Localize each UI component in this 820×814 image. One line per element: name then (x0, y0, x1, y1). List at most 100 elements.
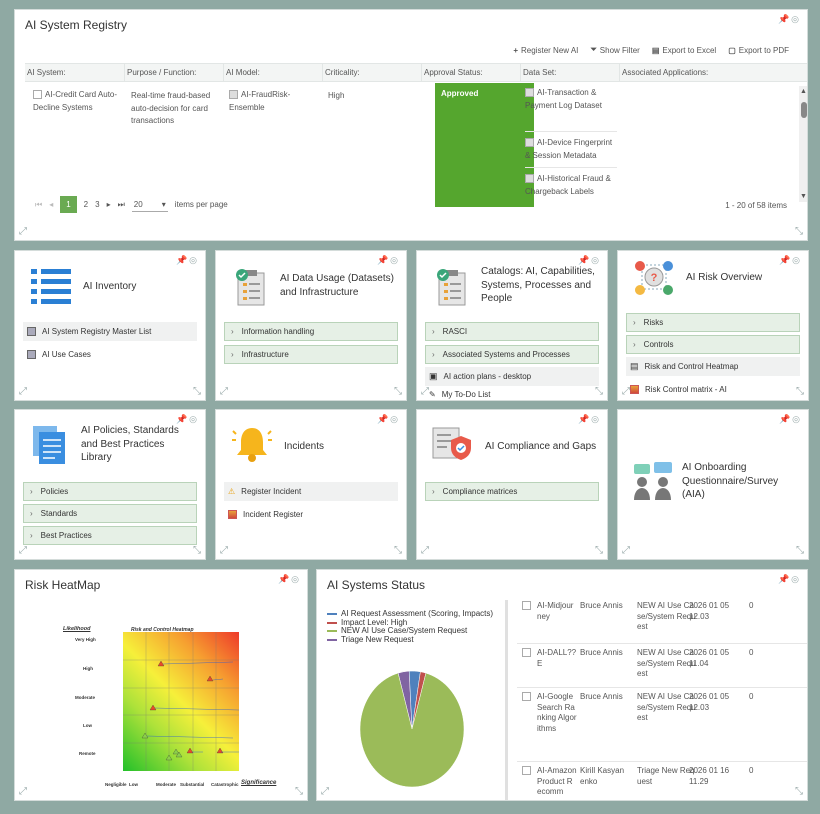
list-item[interactable]: AI-DALL??E Bruce Annis NEW AI Use Case/Sys… (517, 643, 807, 687)
legend-item[interactable]: NEW AI Use Case/System Request (327, 626, 493, 636)
export-pdf-button[interactable]: ▢ Export to PDF (728, 45, 789, 55)
table-row[interactable]: AI-Credit Card Auto-Decline Systems (33, 90, 118, 112)
show-filter-button[interactable]: ⏷ Show Filter (590, 45, 640, 55)
prev-page-icon[interactable]: ◂ (49, 200, 54, 209)
scrollbar[interactable]: ▲ ▼ (799, 86, 807, 202)
scroll-thumb[interactable] (801, 102, 807, 118)
pin-icon[interactable]: 📌◎ (778, 255, 802, 265)
resize-icon[interactable]: ⤢ (19, 786, 27, 797)
accordion-best-practices[interactable]: › Best Practices (23, 526, 197, 545)
row-checkbox[interactable] (522, 766, 531, 775)
pin-icon[interactable]: 📌◎ (376, 414, 400, 424)
row-checkbox[interactable] (33, 90, 42, 99)
resize-icon[interactable]: ⤢ (321, 786, 329, 797)
list-item[interactable]: AI-Google Search Ranking Algorithms Bruce… (517, 687, 807, 761)
resize-icon[interactable]: ⤡ (595, 545, 603, 556)
accordion-infrastructure[interactable]: › Infrastructure (224, 345, 398, 364)
resize-icon[interactable]: ⤡ (795, 786, 803, 797)
link-register-incident[interactable]: ⚠ Register Incident (224, 482, 398, 501)
export-excel-button[interactable]: ▤ Export to Excel (651, 45, 717, 55)
dataset-item[interactable]: AI-Historical Fraud & Chargeback Labels (525, 174, 611, 196)
splitter[interactable] (505, 600, 508, 800)
link-risk-control-matrix[interactable]: Risk Control matrix - AI (626, 380, 800, 399)
pie-slice[interactable] (359, 672, 465, 788)
y-tick: Very High (75, 637, 96, 642)
resize-icon[interactable]: ⤡ (795, 226, 803, 237)
col-model[interactable]: AI Model: (223, 64, 322, 81)
heatmap-grid[interactable] (123, 632, 239, 771)
accordion-compliance-matrices[interactable]: › Compliance matrices (425, 482, 599, 501)
accordion-controls[interactable]: › Controls (626, 335, 800, 354)
link-todo-list[interactable]: ✎ My To-Do List (429, 390, 491, 399)
accordion-policies[interactable]: › Policies (23, 482, 197, 501)
link-use-cases[interactable]: AI Use Cases (23, 345, 197, 364)
row-checkbox[interactable] (522, 692, 531, 701)
link-action-plans[interactable]: ▣ AI action plans - desktop (425, 367, 599, 386)
legend-item[interactable]: Triage New Request (327, 635, 493, 645)
page-2[interactable]: 2 (83, 200, 89, 209)
resize-icon[interactable]: ⤡ (193, 386, 201, 397)
col-applications[interactable]: Associated Applications: (619, 64, 807, 81)
resize-icon[interactable]: ⤡ (295, 786, 303, 797)
col-dataset[interactable]: Data Set: (520, 64, 619, 81)
list-item[interactable]: AI-Amazon Product Recomm Kirill Kasyanenk… (517, 761, 807, 800)
link-risk-control-heatmap[interactable]: ▤ Risk and Control Heatmap (626, 357, 800, 376)
accordion-standards[interactable]: › Standards (23, 504, 197, 523)
dataset-item[interactable]: AI-Device Fingerprint & Session Metadata (525, 138, 613, 160)
resize-icon[interactable]: ⤢ (421, 545, 429, 556)
status-pie-chart[interactable] (357, 670, 467, 788)
card-title: AI Compliance and Gaps (485, 441, 597, 452)
resize-icon[interactable]: ⤡ (796, 545, 804, 556)
pin-icon[interactable]: 📌◎ (376, 255, 400, 265)
accordion-rasci[interactable]: › RASCI (425, 322, 599, 341)
resize-icon[interactable]: ⤡ (595, 386, 603, 397)
first-page-icon[interactable]: ⏮ (35, 199, 43, 209)
ai-systems-status-panel: AI Systems Status 📌◎ AI Request Assessme… (316, 569, 808, 801)
col-ai-system[interactable]: AI System: (27, 68, 66, 77)
row-checkbox[interactable] (522, 601, 531, 610)
pin-icon[interactable]: 📌◎ (777, 14, 801, 24)
resize-icon[interactable]: ⤢ (19, 545, 27, 556)
col-approval[interactable]: Approval Status: (421, 64, 520, 81)
legend-item[interactable]: Impact Level: High (327, 618, 493, 628)
link-incident-register[interactable]: Incident Register (224, 505, 398, 524)
row-checkbox[interactable] (522, 648, 531, 657)
list-item[interactable]: AI-Midjourney Bruce Annis NEW AI Use Case/… (517, 600, 807, 640)
register-new-ai-button[interactable]: + Register New AI (513, 45, 579, 55)
pin-icon[interactable]: 📌◎ (175, 414, 199, 424)
scroll-up-icon[interactable]: ▲ (800, 88, 807, 95)
resize-icon[interactable]: ⤡ (394, 545, 402, 556)
col-criticality[interactable]: Criticality: (322, 64, 421, 81)
last-page-icon[interactable]: ⏭ (117, 199, 125, 209)
pin-icon[interactable]: 📌◎ (577, 414, 601, 424)
pin-icon[interactable]: 📌◎ (577, 255, 601, 265)
accordion-associated-systems[interactable]: › Associated Systems and Processes (425, 345, 599, 364)
legend-item[interactable]: AI Request Assessment (Scoring, Impacts) (327, 609, 493, 619)
risk-heatmap-panel: Risk HeatMap 📌◎ Likelihood Risk and Cont… (14, 569, 308, 801)
resize-icon[interactable]: ⤢ (19, 226, 27, 237)
resize-icon[interactable]: ⤢ (622, 386, 630, 397)
resize-icon[interactable]: ⤢ (421, 386, 429, 397)
dataset-item[interactable]: AI-Transaction & Payment Log Dataset (525, 88, 602, 110)
resize-icon[interactable]: ⤡ (796, 386, 804, 397)
resize-icon[interactable]: ⤢ (19, 386, 27, 397)
pin-icon[interactable]: 📌◎ (777, 574, 801, 584)
resize-icon[interactable]: ⤢ (622, 545, 630, 556)
scroll-down-icon[interactable]: ▼ (800, 193, 807, 200)
page-size-select[interactable]: 20 ▾ (131, 198, 168, 212)
link-registry-master[interactable]: AI System Registry Master List (23, 322, 197, 341)
accordion-information-handling[interactable]: › Information handling (224, 322, 398, 341)
resize-icon[interactable]: ⤡ (193, 545, 201, 556)
col-purpose[interactable]: Purpose / Function: (124, 64, 223, 81)
next-page-icon[interactable]: ▸ (106, 200, 111, 209)
status-name: AI-Google Search Ranking Algorithms (537, 692, 577, 733)
page-3[interactable]: 3 (95, 200, 100, 209)
pin-icon[interactable]: 📌◎ (277, 574, 301, 584)
page-1[interactable]: 1 (60, 196, 77, 213)
pin-icon[interactable]: 📌◎ (175, 255, 199, 265)
pin-icon[interactable]: 📌◎ (778, 414, 802, 424)
resize-icon[interactable]: ⤢ (220, 545, 228, 556)
resize-icon[interactable]: ⤢ (220, 386, 228, 397)
accordion-risks[interactable]: › Risks (626, 313, 800, 332)
resize-icon[interactable]: ⤡ (394, 386, 402, 397)
